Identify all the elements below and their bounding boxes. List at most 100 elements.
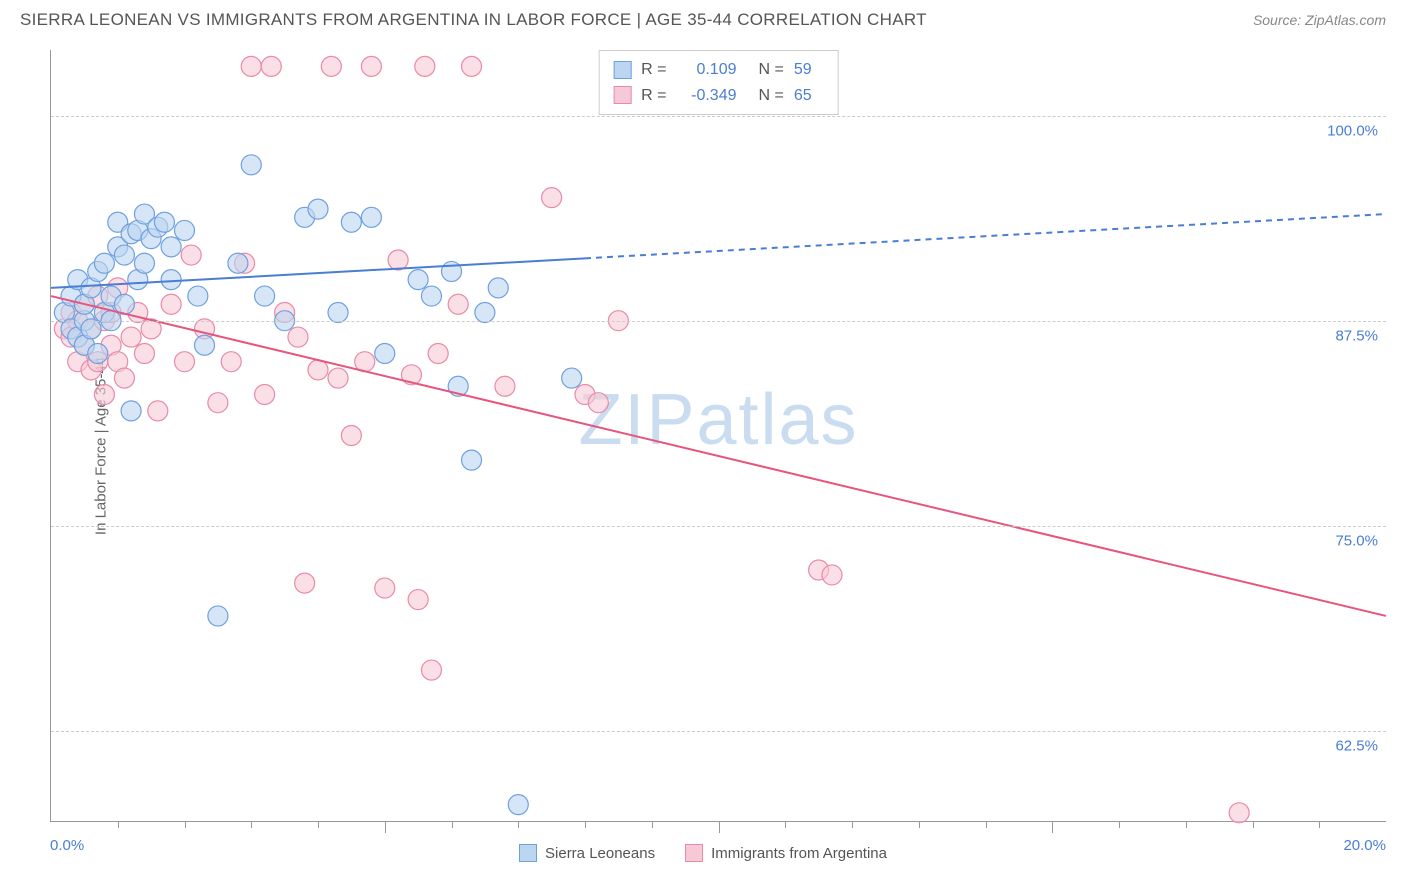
corr-swatch — [613, 86, 631, 104]
data-point — [508, 795, 528, 815]
data-point — [448, 294, 468, 314]
data-point — [154, 212, 174, 232]
corr-row: R = 0.109 N = 59 — [613, 57, 824, 83]
data-point — [81, 319, 101, 339]
source-label: Source: ZipAtlas.com — [1253, 12, 1386, 28]
gridline-h — [51, 526, 1386, 527]
chart-plot-area: ZIPatlas R =0.109N =59R =-0.349N =65 62.… — [50, 50, 1386, 822]
y-tick-label: 87.5% — [1335, 327, 1378, 344]
data-point — [241, 155, 261, 175]
r-label: R = — [641, 83, 666, 109]
corr-swatch — [613, 61, 631, 79]
data-point — [328, 302, 348, 322]
x-tick — [1186, 821, 1187, 828]
r-value: -0.349 — [677, 83, 737, 109]
n-label: N = — [759, 57, 784, 83]
x-tick — [852, 821, 853, 828]
data-point — [1229, 803, 1249, 823]
legend-label-1: Immigrants from Argentina — [711, 845, 887, 862]
gridline-h — [51, 731, 1386, 732]
x-tick — [1319, 821, 1320, 828]
data-point — [114, 245, 134, 265]
data-point — [181, 245, 201, 265]
data-point — [295, 573, 315, 593]
trend-line-dashed — [585, 214, 1386, 258]
data-point — [328, 368, 348, 388]
data-point — [562, 368, 582, 388]
n-label: N = — [759, 83, 784, 109]
data-point — [375, 578, 395, 598]
data-point — [388, 250, 408, 270]
data-point — [175, 352, 195, 372]
data-point — [308, 360, 328, 380]
legend-item-0: Sierra Leoneans — [519, 844, 655, 862]
data-point — [495, 376, 515, 396]
data-point — [375, 343, 395, 363]
data-point — [161, 270, 181, 290]
data-point — [134, 253, 154, 273]
data-point — [148, 401, 168, 421]
data-point — [408, 590, 428, 610]
x-tick — [385, 821, 386, 833]
data-point — [195, 335, 215, 355]
data-point — [188, 286, 208, 306]
n-value: 59 — [794, 57, 824, 83]
data-point — [822, 565, 842, 585]
data-point — [588, 393, 608, 413]
data-point — [241, 56, 261, 76]
data-point — [308, 199, 328, 219]
y-tick-label: 75.0% — [1335, 532, 1378, 549]
r-value: 0.109 — [677, 57, 737, 83]
x-tick — [585, 821, 586, 828]
x-tick — [318, 821, 319, 828]
data-point — [428, 343, 448, 363]
data-point — [341, 426, 361, 446]
legend-swatch-0 — [519, 844, 537, 862]
data-point — [208, 606, 228, 626]
x-tick — [1052, 821, 1053, 833]
data-point — [421, 660, 441, 680]
x-tick — [185, 821, 186, 828]
data-point — [255, 384, 275, 404]
x-tick — [719, 821, 720, 833]
x-tick — [1119, 821, 1120, 828]
data-point — [488, 278, 508, 298]
data-point — [94, 384, 114, 404]
data-point — [361, 207, 381, 227]
data-point — [175, 220, 195, 240]
chart-title: SIERRA LEONEAN VS IMMIGRANTS FROM ARGENT… — [20, 10, 927, 30]
x-tick — [652, 821, 653, 828]
x-tick — [986, 821, 987, 828]
data-point — [121, 327, 141, 347]
data-point — [134, 343, 154, 363]
data-point — [415, 56, 435, 76]
data-point — [542, 188, 562, 208]
data-point — [94, 253, 114, 273]
x-tick — [785, 821, 786, 828]
data-point — [341, 212, 361, 232]
x-tick — [251, 821, 252, 828]
data-point — [288, 327, 308, 347]
data-point — [208, 393, 228, 413]
y-tick-label: 100.0% — [1327, 122, 1378, 139]
gridline-h — [51, 116, 1386, 117]
data-point — [475, 302, 495, 322]
y-tick-label: 62.5% — [1335, 737, 1378, 754]
r-label: R = — [641, 57, 666, 83]
data-point — [462, 56, 482, 76]
data-point — [221, 352, 241, 372]
scatter-plot-svg — [51, 50, 1386, 821]
x-tick — [919, 821, 920, 828]
data-point — [321, 56, 341, 76]
data-point — [121, 401, 141, 421]
x-tick-min: 0.0% — [50, 837, 84, 854]
n-value: 65 — [794, 83, 824, 109]
x-tick — [452, 821, 453, 828]
x-tick — [518, 821, 519, 828]
data-point — [361, 56, 381, 76]
x-tick — [118, 821, 119, 828]
data-point — [261, 56, 281, 76]
data-point — [161, 237, 181, 257]
series-legend: Sierra Leoneans Immigrants from Argentin… — [519, 844, 887, 862]
legend-label-0: Sierra Leoneans — [545, 845, 655, 862]
